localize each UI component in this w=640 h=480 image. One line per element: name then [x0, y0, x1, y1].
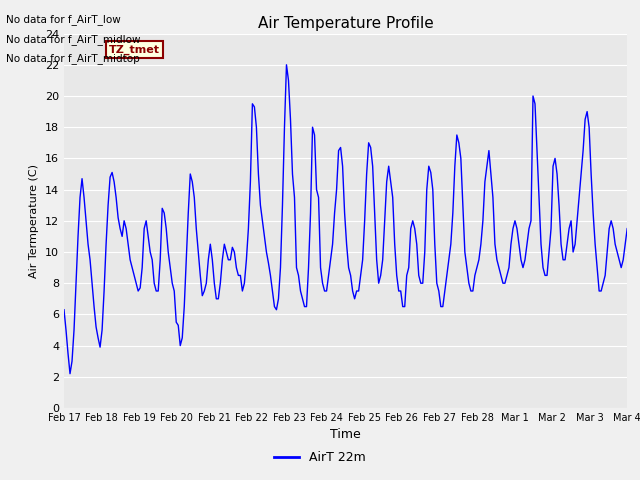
Text: No data for f_AirT_midlow: No data for f_AirT_midlow	[6, 34, 141, 45]
Text: No data for f_AirT_midtop: No data for f_AirT_midtop	[6, 53, 140, 64]
Text: TZ_tmet: TZ_tmet	[109, 45, 160, 55]
Title: Air Temperature Profile: Air Temperature Profile	[258, 16, 433, 31]
Legend: AirT 22m: AirT 22m	[269, 446, 371, 469]
Text: No data for f_AirT_low: No data for f_AirT_low	[6, 14, 121, 25]
Y-axis label: Air Termperature (C): Air Termperature (C)	[29, 164, 39, 278]
X-axis label: Time: Time	[330, 429, 361, 442]
